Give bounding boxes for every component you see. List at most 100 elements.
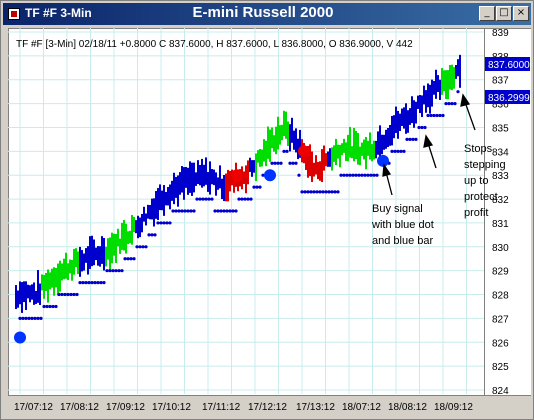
y-tick-label: 828 (492, 291, 509, 302)
stop-dot (177, 209, 181, 213)
stop-dot (297, 173, 301, 177)
signal-dots (14, 145, 389, 344)
stop-dot (108, 269, 112, 273)
stop-dot (102, 281, 106, 285)
stop-dot (348, 173, 352, 177)
stop-dot (372, 173, 376, 177)
stop-dot (240, 197, 244, 201)
minimize-button[interactable]: _ (479, 6, 495, 21)
stop-dot (333, 190, 337, 194)
buy-annotation-line: and blue bar (372, 235, 433, 247)
stop-dot (99, 281, 103, 285)
stop-dot (129, 257, 133, 261)
stop-dot (123, 257, 127, 261)
stop-dot (339, 173, 343, 177)
stop-dot (438, 113, 442, 118)
y-tick-label: 837 (492, 76, 509, 87)
stop-dot (276, 161, 280, 165)
y-tick-label: 836 (492, 100, 509, 111)
plot-area[interactable] (8, 28, 485, 396)
title-bar[interactable]: TF #F 3-Min E-mini Russell 2000 _ □ × (3, 3, 531, 25)
stop-dot (294, 161, 298, 165)
stop-dot (18, 316, 22, 320)
y-tick-label: 831 (492, 219, 509, 230)
symbol-label: TF #F 3-Min (25, 6, 92, 20)
stop-dot (399, 149, 403, 153)
y-tick-label: 827 (492, 314, 509, 325)
stop-dot (48, 304, 52, 309)
maximize-button[interactable]: □ (496, 6, 512, 21)
stop-dot (66, 292, 70, 297)
price-bars (15, 54, 461, 313)
y-tick-label: 832 (492, 195, 509, 206)
stop-dot (243, 197, 247, 201)
stop-dot (186, 209, 190, 213)
annotation-arrows (382, 93, 476, 196)
stop-dot (90, 281, 94, 285)
stop-dot (42, 304, 46, 309)
stop-dot (192, 209, 196, 213)
stop-dot (132, 257, 136, 261)
stop-dot (444, 102, 448, 106)
stop-dot (213, 209, 217, 213)
stop-dot (21, 316, 25, 320)
stop-dot (366, 173, 370, 177)
stop-dot (324, 190, 328, 194)
stop-dot (141, 245, 145, 249)
y-tick-label: 829 (492, 267, 509, 278)
stop-dot (306, 190, 310, 194)
x-tick-labels: 17/07:12 17/08:12 17/09:12 17/10:12 17/11:12… (14, 402, 473, 413)
stop-dot (435, 113, 439, 118)
x-tick-label: 17/12:12 (248, 402, 287, 413)
stop-dot (357, 173, 361, 177)
x-tick-label: 18/09:12 (434, 402, 473, 413)
stop-dot (87, 281, 91, 285)
stop-dot (204, 197, 208, 201)
stop-dot (246, 197, 250, 201)
last-price-label: 837.6000 (488, 60, 530, 71)
stop-dot (174, 209, 178, 213)
buy-annotation-line: Buy signal (372, 203, 423, 215)
stop-dot (450, 102, 454, 106)
stop-dot (432, 113, 436, 118)
stop-dot (273, 161, 277, 165)
stop-dot (159, 221, 163, 225)
stop-dot (171, 209, 175, 213)
stop-dot (231, 209, 235, 213)
buy-annotation-line: with blue dot (371, 219, 434, 231)
close-button[interactable]: × (513, 6, 529, 21)
stop-dot (153, 233, 157, 237)
stop-dot (417, 125, 421, 130)
stop-dot (126, 257, 130, 261)
stop-dot (60, 292, 64, 297)
stop-dot (162, 221, 166, 225)
stop-dot (93, 281, 97, 285)
stop-dot (375, 173, 379, 177)
stops-annotation-line: up to (464, 175, 488, 187)
stop-dot (300, 190, 304, 194)
stops-annotation-line: protect (464, 191, 498, 203)
chart-app-icon[interactable] (8, 8, 20, 20)
x-tick-label: 17/07:12 (14, 402, 53, 413)
stop-dot (441, 113, 445, 118)
stop-dot (36, 316, 40, 320)
stop-dot (180, 209, 184, 213)
stop-price-tag: 836.2999 (485, 90, 530, 104)
y-tick-label: 826 (492, 338, 509, 349)
stop-dot (33, 316, 37, 320)
stop-dot (327, 190, 331, 194)
stop-dot (195, 197, 199, 201)
x-tick-label: 18/07:12 (342, 402, 381, 413)
stop-dot (138, 245, 142, 249)
stop-dot (84, 281, 88, 285)
last-price-tag: 837.6000 (485, 57, 530, 71)
stop-dot (312, 190, 316, 194)
stop-dot (447, 102, 451, 106)
stop-dot (111, 269, 115, 273)
stop-dot (30, 316, 34, 320)
stop-dot (345, 173, 349, 177)
stop-dot (144, 245, 148, 249)
stop-dot (429, 113, 433, 118)
stop-dot (258, 185, 262, 189)
